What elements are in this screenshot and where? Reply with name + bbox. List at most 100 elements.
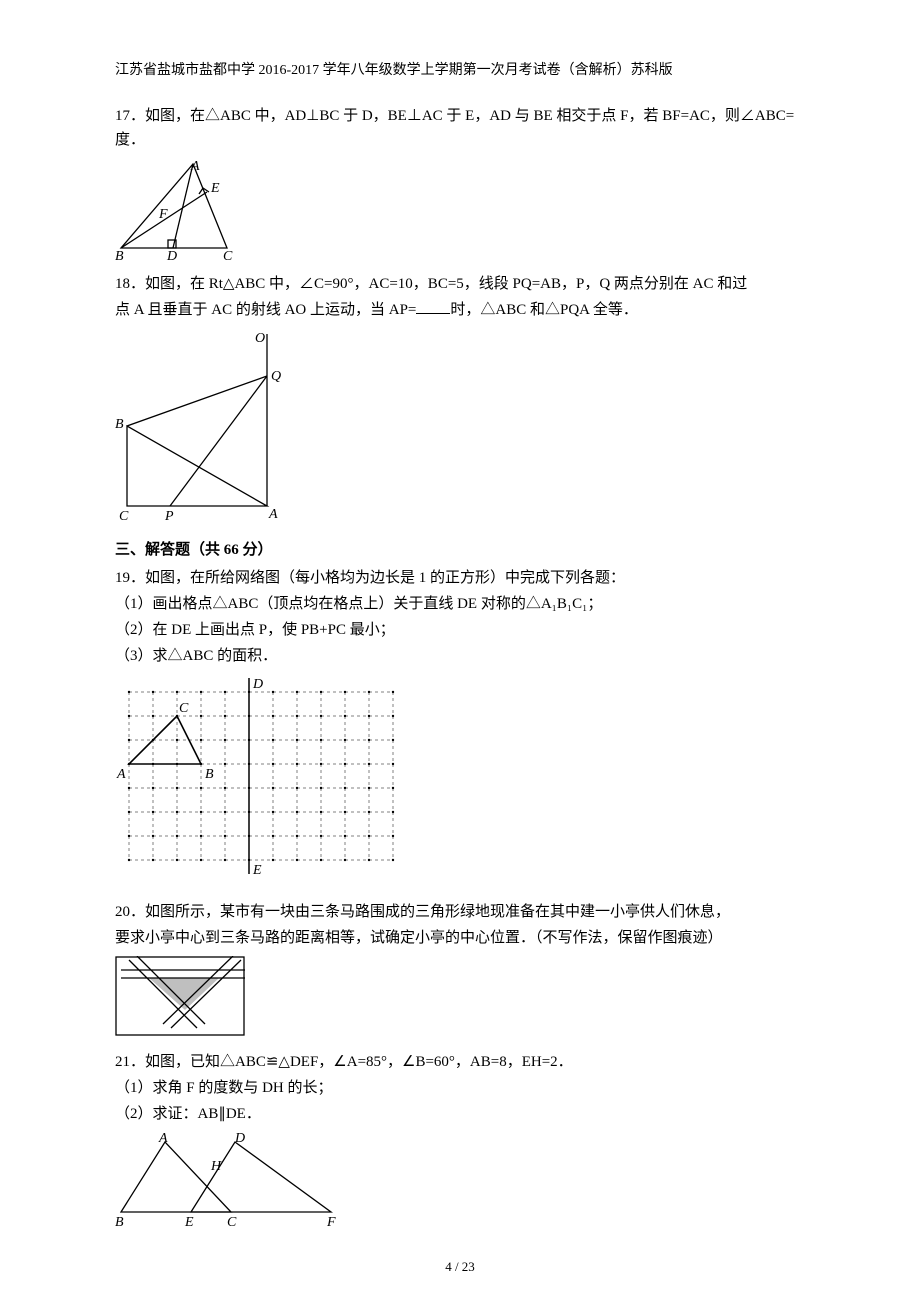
q17-lbl-B: B (115, 249, 124, 262)
grid-dot (320, 739, 322, 741)
q18-svg: C P A B Q O (115, 328, 290, 522)
q21-lbl-A: A (158, 1132, 168, 1146)
q21-sub2: （2）求证：AB∥DE． (115, 1102, 805, 1126)
q21-svg: B E C F A D H (115, 1132, 345, 1228)
q18-figure: C P A B Q O (115, 328, 805, 522)
q21-lbl-F: F (326, 1215, 336, 1228)
grid-dot (200, 739, 202, 741)
grid-dot (392, 763, 394, 765)
section-3-title: 三、解答题（共 66 分） (115, 538, 805, 562)
q21-lbl-B: B (115, 1215, 124, 1228)
grid-dot (392, 715, 394, 717)
q19-lbl-D: D (252, 677, 263, 692)
q19-svg: ABCDE (115, 674, 411, 890)
grid-dot (344, 739, 346, 741)
q18-tri-ABC (127, 426, 267, 506)
grid-dot (344, 763, 346, 765)
q21-lbl-H: H (210, 1159, 222, 1174)
grid-dot (200, 715, 202, 717)
grid-dot (272, 787, 274, 789)
q21-lbl-E: E (184, 1215, 194, 1228)
question-17: 17．如图，在△ABC 中，AD⊥BC 于 D，BE⊥AC 于 E，AD 与 B… (115, 104, 805, 262)
grid-dot (368, 835, 370, 837)
grid-dot (272, 859, 274, 861)
grid-dot (128, 739, 130, 741)
q21-lbl-C: C (227, 1215, 237, 1228)
grid-dot (368, 763, 370, 765)
q20-line2: 要求小亭中心到三条马路的距离相等，试确定小亭的中心位置．（不写作法，保留作图痕迹… (115, 926, 805, 950)
q17-figure: B D C A E F (115, 158, 805, 262)
q18-lbl-Q: Q (271, 369, 281, 384)
grid-dot (368, 691, 370, 693)
grid-dot (320, 763, 322, 765)
grid-dot (320, 859, 322, 861)
grid-dot (224, 739, 226, 741)
grid-dot (392, 691, 394, 693)
q21-sub1: （1）求角 F 的度数与 DH 的长； (115, 1076, 805, 1100)
grid-dot (176, 739, 178, 741)
grid-dot (296, 835, 298, 837)
grid-dot (344, 787, 346, 789)
grid-dot (296, 859, 298, 861)
grid-dot (152, 715, 154, 717)
grid-dot (200, 691, 202, 693)
grid-dot (272, 835, 274, 837)
q19-sub1: （1）画出格点△ABC（顶点均在格点上）关于直线 DE 对称的△A₁B₁C₁； (115, 592, 805, 616)
q19-sub3: （3）求△ABC 的面积． (115, 644, 805, 668)
page: 江苏省盐城市盐都中学 2016-2017 学年八年级数学上学期第一次月考试卷（含… (0, 0, 920, 1302)
grid-dot (344, 715, 346, 717)
grid-dot (128, 835, 130, 837)
grid-dot (368, 811, 370, 813)
grid-dot (296, 715, 298, 717)
grid-dot (272, 739, 274, 741)
grid-dot (224, 787, 226, 789)
q19-lbl-A: A (116, 767, 126, 782)
q19-text: 19．如图，在所给网络图（每小格均为边长是 1 的正方形）中完成下列各题： (115, 566, 805, 590)
grid-dot (392, 739, 394, 741)
grid-dot (128, 811, 130, 813)
grid-dot (128, 859, 130, 861)
grid-dot (272, 811, 274, 813)
grid-dot (176, 787, 178, 789)
q18-line2-b: 时，△ABC 和△PQA 全等． (450, 302, 638, 318)
grid-dot (128, 787, 130, 789)
grid-dot (176, 691, 178, 693)
question-18: 18．如图，在 Rt△ABC 中，∠C=90°，AC=10，BC=5，线段 PQ… (115, 272, 805, 522)
grid-dot (344, 859, 346, 861)
grid-dot (128, 691, 130, 693)
q20-triangle-fill (149, 978, 219, 1010)
q17-lbl-C: C (223, 249, 233, 262)
q18-line2: 点 A 且垂直于 AC 的射线 AO 上运动，当 AP=时，△ABC 和△PQA… (115, 298, 805, 322)
q18-lbl-P: P (164, 509, 174, 522)
q18-line1: 18．如图，在 Rt△ABC 中，∠C=90°，AC=10，BC=5，线段 PQ… (115, 272, 805, 296)
grid-dot (392, 787, 394, 789)
grid-dot (200, 859, 202, 861)
q19-lbl-B: B (205, 767, 214, 782)
q17-lbl-E: E (210, 181, 220, 196)
q21-lbl-D: D (234, 1132, 245, 1146)
grid-dot (176, 811, 178, 813)
grid-dot (152, 835, 154, 837)
grid-dot (392, 859, 394, 861)
grid-dot (296, 739, 298, 741)
q18-lbl-O: O (255, 331, 265, 346)
q20-svg (115, 956, 255, 1040)
q21-text: 21．如图，已知△ABC≌△DEF，∠A=85°，∠B=60°，AB=8，EH=… (115, 1050, 805, 1074)
q19-figure: ABCDE (115, 674, 805, 890)
q18-BQ (127, 376, 267, 426)
grid-dot (152, 811, 154, 813)
grid-dot (200, 835, 202, 837)
grid-dot (368, 715, 370, 717)
grid-dot (152, 787, 154, 789)
grid-dot (224, 811, 226, 813)
q21-tri-DEF (191, 1142, 331, 1212)
grid-dot (224, 691, 226, 693)
question-21: 21．如图，已知△ABC≌△DEF，∠A=85°，∠B=60°，AB=8，EH=… (115, 1050, 805, 1228)
grid-dot (296, 811, 298, 813)
grid-dot (152, 859, 154, 861)
q17-lbl-F: F (158, 207, 168, 222)
grid-dot (392, 811, 394, 813)
q18-lbl-C: C (119, 509, 129, 522)
question-19: 19．如图，在所给网络图（每小格均为边长是 1 的正方形）中完成下列各题： （1… (115, 566, 805, 890)
grid-dot (344, 691, 346, 693)
